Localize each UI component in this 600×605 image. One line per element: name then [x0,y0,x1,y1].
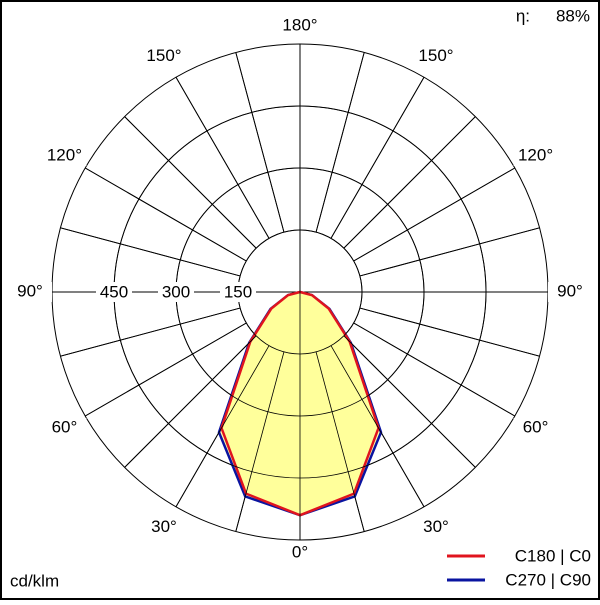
angle-tick-label: 90° [17,281,43,300]
legend-label: C270 | C90 [505,570,591,589]
grid-spoke-overlay [330,77,425,239]
label-bg [278,543,322,563]
label-bg [414,46,458,67]
angle-tick-label: 30° [151,517,177,536]
area-fill [300,292,379,516]
angle-tick-label: 90° [557,281,583,300]
angle-tick-label: 60° [52,417,78,436]
unit: cd/klm [10,571,59,590]
r-tick-label: 150 [224,282,252,301]
area-fill [221,292,300,516]
angle-tick-label: 30° [423,517,449,536]
grid-spoke-overlay [60,307,241,357]
label-bg [158,282,194,302]
label-bg [414,517,458,538]
efficiency-symbol: η: [516,6,530,25]
label-bg [142,517,186,538]
grid-spoke-overlay [315,52,365,233]
grid-spoke-overlay [353,322,515,417]
grid-spoke-overlay [175,345,270,507]
label-bg [142,46,186,67]
angle-tick-label: 0° [292,542,308,561]
grid-spoke-overlay [124,335,257,468]
label-bg [42,418,87,438]
label-bg [42,146,87,166]
legend-label: C180 | C0 [515,546,591,565]
grid-spoke-overlay [124,116,257,249]
grid-spoke-overlay [330,345,425,507]
label-bg [513,146,558,166]
angle-tick-label: 180° [282,15,317,34]
grid-spoke-overlay [359,307,540,357]
grid-spoke-overlay [175,77,270,239]
label-bg [96,282,132,302]
label-bg [513,418,558,438]
label-bg [220,282,256,302]
angle-tick-label: 60° [523,417,549,436]
angle-tick-label: 150° [418,46,453,65]
grid-spoke-overlay [60,227,241,277]
grid-spoke-overlay [85,167,247,262]
grid-spoke-overlay [235,52,285,233]
grid-spoke-overlay [343,335,476,468]
angle-tick-label: 120° [47,145,82,164]
grid-spoke-overlay [235,351,285,532]
grid-spoke-overlay [353,167,515,262]
label-bg [548,282,592,302]
r-tick-label: 300 [162,282,190,301]
label-bg [8,282,52,302]
angle-tick-label: 120° [518,145,553,164]
efficiency: 88% [556,6,590,25]
grid-spoke-overlay [85,322,247,417]
grid-spoke-overlay [315,351,365,532]
r-tick-label: 450 [100,282,128,301]
grid-spoke-overlay [359,227,540,277]
grid-spoke-overlay [343,116,476,249]
angle-tick-label: 150° [146,46,181,65]
label-bg [278,16,322,36]
